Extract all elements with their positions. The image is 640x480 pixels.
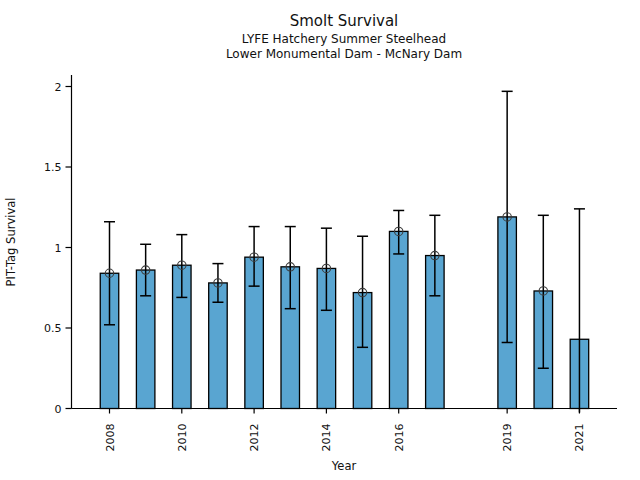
x-tick-label: 2008 — [104, 424, 117, 452]
x-axis-label: Year — [331, 459, 357, 473]
y-tick-label: 1.5 — [44, 161, 62, 174]
y-tick-label: 1 — [55, 242, 62, 255]
y-axis-label: PIT-Tag Survival — [4, 198, 18, 287]
y-tick-label: 2 — [55, 81, 62, 94]
chart-subtitle-2: Lower Monumental Dam - McNary Dam — [226, 47, 462, 61]
x-tick-label: 2012 — [248, 424, 261, 452]
chart-subtitle-1: LYFE Hatchery Summer Steelhead — [242, 32, 446, 46]
x-tick-label: 2019 — [501, 424, 514, 452]
chart: Smolt Survival LYFE Hatchery Summer Stee… — [0, 0, 640, 480]
y-tick-label: 0 — [55, 403, 62, 416]
plot-series: 0 0.5 1 1.5 2 2008 2010 2012 2014 2016 2019 2021 — [44, 75, 617, 452]
chart-canvas: Smolt Survival LYFE Hatchery Summer Stee… — [0, 0, 640, 480]
x-tick-label: 2010 — [176, 424, 189, 452]
x-tick-label: 2014 — [320, 424, 333, 452]
chart-title: Smolt Survival — [290, 12, 399, 30]
x-tick-label: 2021 — [573, 424, 586, 452]
bar-2016 — [389, 231, 408, 408]
y-tick-label: 0.5 — [44, 322, 62, 335]
x-tick-label: 2016 — [393, 424, 406, 452]
